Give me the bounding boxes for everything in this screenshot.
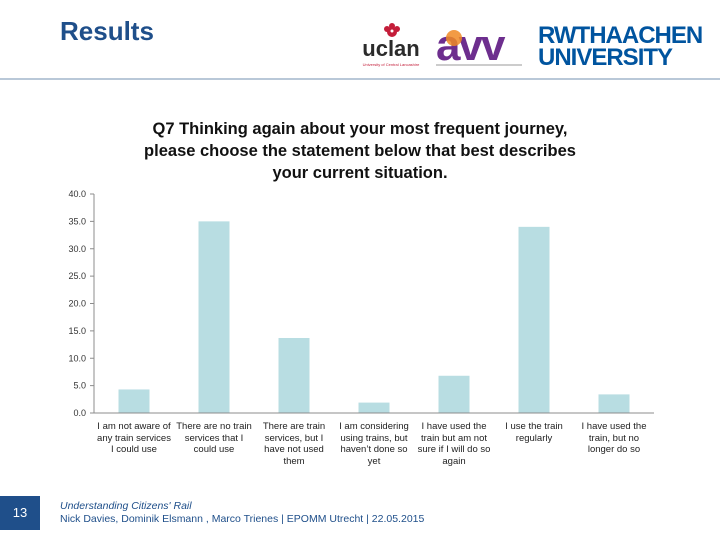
x-tick-label-line: yet [367,455,381,467]
x-tick-label: I am considering using trains, but haven’t… [333,421,415,467]
header-divider [0,78,720,80]
bar [278,337,310,413]
x-tick-label-line: services, but I [264,432,324,444]
y-tick-label: 20.0 [68,299,86,309]
x-tick-label-line: could use [193,444,235,455]
avv-logo-dot-icon [446,30,462,46]
x-tick-label-line: There are no train [176,421,252,432]
bar [438,375,470,413]
x-tick-label-line: any train services [97,432,171,444]
x-tick-label: I have used the train, but no longer do so [573,421,655,456]
x-tick-label-line: regularly [515,432,553,444]
bar [118,389,150,413]
rose-icon [384,23,400,37]
y-tick-label: 0.0 [73,408,86,418]
bar [198,221,230,413]
chart-title: Q7 Thinking again about your most freque… [100,118,620,184]
y-tick-label: 25.0 [68,271,86,281]
x-tick-label-line: using trains, but [340,432,408,444]
y-tick-label: 10.0 [68,353,86,363]
x-tick-label-line: sure if I will do so [417,444,491,455]
x-tick-label-line: I am considering [339,421,409,432]
y-tick-label: 35.0 [68,216,86,226]
bar [598,394,630,413]
rwth-logo-line1: RWTHAACHEN [538,22,703,49]
avv-logo: avv [436,21,522,70]
x-tick-label-line: I have used the [421,421,487,432]
x-tick-label-line: them [283,455,305,467]
x-tick-label-line: haven’t done so [340,444,408,455]
bar [518,226,550,413]
x-tick-label-line: services that I [184,432,244,444]
bar [358,402,390,413]
uclan-logo-subtitle: University of Central Lancashire [363,62,420,67]
avv-logo-text: avv [436,21,506,70]
uclan-logo-text: uclan [362,36,419,61]
x-tick-label-line: I could use [111,444,157,455]
y-tick-label: 40.0 [68,189,86,199]
x-tick-label: I am not aware of any train services I cou… [93,421,175,456]
x-tick-label-line: I use the train [505,421,563,432]
x-tick-label-line: There are train [262,421,326,432]
rwth-logo-line2: UNIVERSITY [538,44,673,71]
chart-title-line: Q7 Thinking again about your most freque… [152,120,568,138]
chart-title-line: please choose the statement below that b… [144,142,576,160]
rwth-logo: RWTHAACHEN UNIVERSITY [538,22,703,71]
x-tick-label-line: longer do so [587,444,641,455]
y-tick-label: 30.0 [68,244,86,254]
footer-authors: Nick Davies, Dominik Elsmann , Marco Tri… [60,513,425,525]
footer: Understanding Citizens' Rail Nick Davies… [60,500,424,526]
y-tick-label: 5.0 [73,381,86,391]
page-number: 13 [0,496,40,530]
x-tick-label: I use the train regularly [493,421,575,444]
chart-title-line: your current situation. [272,164,448,182]
x-tick-label-line: train, but no [588,432,640,444]
x-tick-label-line: I am not aware of [97,421,171,432]
y-tick-label: 15.0 [68,326,86,336]
x-tick-label: I have used the train but am not sure if I… [413,421,495,467]
x-tick-label-line: I have used the [581,421,647,432]
footer-project: Understanding Citizens' Rail [60,500,192,512]
x-tick-label-line: have not used [264,444,324,455]
uclan-logo: uclan University of Central Lancashire [362,23,420,67]
page-title: Results [60,16,154,46]
x-tick-label-line: train but am not [420,432,487,444]
x-tick-label-line: again [442,455,466,467]
